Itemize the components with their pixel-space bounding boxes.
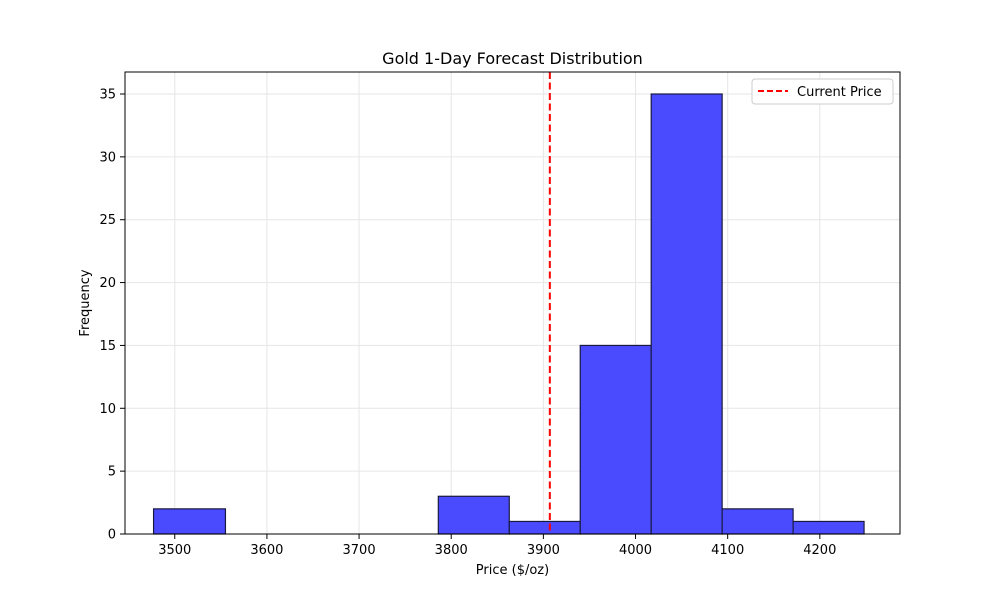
- y-tick-label: 15: [99, 339, 116, 354]
- y-tick-label: 30: [99, 150, 116, 165]
- y-tick-label: 10: [99, 402, 116, 417]
- x-tick-label: 3800: [435, 543, 468, 558]
- plot-frame: [124, 71, 901, 535]
- x-tick-label: 4000: [619, 543, 652, 558]
- x-axis-label: Price ($/oz): [476, 563, 549, 578]
- histogram-bar: [650, 93, 723, 535]
- histogram-bar: [792, 520, 865, 535]
- y-tick-label: 0: [108, 528, 116, 543]
- histogram-bar: [721, 508, 794, 535]
- y-ticks: 0 5 10 15 20 25 30 35: [99, 88, 125, 543]
- bars-layer: [152, 93, 865, 535]
- x-tick-label: 3900: [527, 543, 560, 558]
- histogram-bar: [437, 495, 510, 535]
- legend-box: [751, 78, 894, 105]
- legend-label-current-price: Current Price: [797, 85, 882, 100]
- y-tick-label: 35: [99, 88, 116, 103]
- histogram-bar: [579, 344, 652, 535]
- y-tick-label: 5: [108, 465, 116, 480]
- x-ticks: 3500 3600 3700 3800 3900 4000 4100 4200: [158, 534, 836, 558]
- grid-layer: [125, 72, 900, 535]
- x-tick-label: 4200: [803, 543, 836, 558]
- histogram-bar: [152, 508, 227, 535]
- x-tick-label: 3700: [343, 543, 376, 558]
- x-tick-label: 3500: [158, 543, 191, 558]
- y-axis-label: Frequency: [78, 269, 93, 336]
- y-tick-label: 20: [99, 276, 116, 291]
- y-tick-label: 25: [99, 213, 116, 228]
- histogram-bar: [508, 520, 581, 535]
- x-tick-label: 4100: [711, 543, 744, 558]
- x-tick-label: 3600: [250, 543, 283, 558]
- legend: Current Price: [751, 78, 894, 105]
- chart-title: Gold 1-Day Forecast Distribution: [382, 49, 643, 68]
